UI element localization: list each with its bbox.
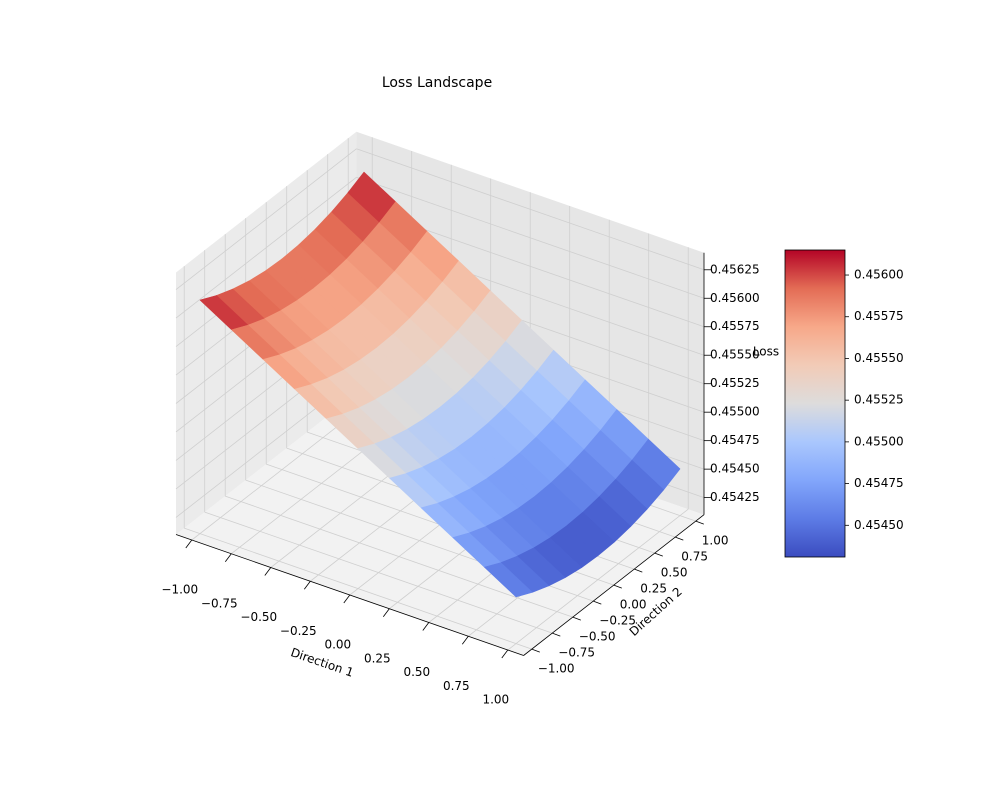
x-tick bbox=[461, 636, 469, 645]
y-tick bbox=[531, 648, 540, 653]
x-tick bbox=[264, 567, 272, 576]
y-tick-label: 0.50 bbox=[661, 566, 688, 580]
y-tick bbox=[695, 520, 704, 525]
x-tick bbox=[501, 649, 509, 659]
x-tick-label: 0.00 bbox=[324, 638, 351, 652]
y-tick-label: −0.25 bbox=[599, 614, 636, 628]
colorbar-tick-label: 0.45525 bbox=[854, 393, 904, 407]
z-tick-label: 0.45475 bbox=[710, 433, 760, 447]
grid-line bbox=[175, 148, 357, 290]
y-tick bbox=[675, 536, 684, 541]
colorbar-tick-label: 0.45500 bbox=[854, 434, 904, 448]
grid-line bbox=[175, 176, 357, 319]
z-axis-label: Loss bbox=[753, 345, 779, 359]
colorbar-tick-label: 0.45600 bbox=[854, 268, 904, 282]
z-tick-label: 0.45450 bbox=[710, 462, 760, 476]
grid-line bbox=[356, 176, 705, 299]
x-tick bbox=[185, 539, 193, 549]
z-tick-label: 0.45425 bbox=[710, 490, 760, 504]
y-tick-label: 0.25 bbox=[640, 582, 667, 596]
x-tick bbox=[382, 608, 390, 617]
colorbar-tick-label: 0.45550 bbox=[854, 351, 904, 365]
y-tick bbox=[654, 552, 663, 557]
y-tick-label: −0.75 bbox=[558, 646, 595, 660]
x-tick-label: 0.75 bbox=[443, 679, 470, 693]
colorbar-tick-label: 0.45450 bbox=[854, 518, 904, 532]
x-tick bbox=[224, 553, 232, 562]
colorbar-tick-label: 0.45575 bbox=[854, 309, 904, 323]
y-tick bbox=[572, 616, 581, 621]
y-tick-label: 1.00 bbox=[702, 534, 729, 548]
y-tick-label: 0.00 bbox=[620, 598, 647, 612]
y-tick bbox=[552, 632, 561, 637]
x-tick-label: 0.50 bbox=[403, 665, 430, 679]
y-tick bbox=[593, 600, 602, 605]
x-tick-label: −0.50 bbox=[240, 610, 277, 624]
x-tick-label: −1.00 bbox=[161, 583, 198, 597]
z-tick-label: 0.45500 bbox=[710, 405, 760, 419]
x-tick bbox=[422, 622, 430, 631]
surface-patch bbox=[484, 562, 533, 598]
x-tick-label: −0.75 bbox=[201, 596, 238, 610]
grid-line bbox=[184, 527, 532, 650]
colorbar-tick-label: 0.45475 bbox=[854, 476, 904, 490]
chart-title: Loss Landscape bbox=[382, 75, 492, 91]
z-tick-label: 0.45575 bbox=[710, 319, 760, 333]
z-tick-label: 0.45600 bbox=[710, 291, 760, 305]
y-tick bbox=[634, 568, 643, 573]
z-tick-label: 0.45550 bbox=[710, 348, 760, 362]
z-tick-label: 0.45625 bbox=[710, 262, 760, 276]
grid-line bbox=[356, 148, 705, 271]
x-tick-label: 1.00 bbox=[482, 693, 509, 707]
x-tick-label: −0.25 bbox=[280, 624, 317, 638]
y-tick bbox=[613, 584, 622, 589]
y-tick-label: −1.00 bbox=[538, 662, 575, 676]
z-tick-label: 0.45525 bbox=[710, 376, 760, 390]
x-tick bbox=[343, 594, 351, 604]
colorbar bbox=[784, 249, 846, 558]
x-tick-label: 0.25 bbox=[364, 651, 391, 665]
grid-line bbox=[204, 511, 553, 634]
grid-line bbox=[225, 495, 573, 618]
x-tick bbox=[303, 581, 311, 590]
y-tick-label: −0.50 bbox=[579, 630, 616, 644]
y-tick-label: 0.75 bbox=[681, 550, 708, 564]
